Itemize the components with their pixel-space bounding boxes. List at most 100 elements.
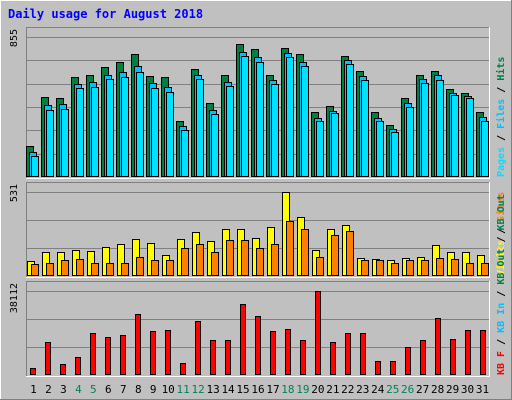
bar-pages	[436, 80, 444, 177]
bar-kb-f	[120, 335, 126, 375]
bar-pages	[271, 84, 279, 177]
bar-sites	[76, 259, 84, 276]
bar-kb-f	[450, 339, 456, 375]
bar-pages	[316, 121, 324, 177]
bar-kb-f	[390, 361, 396, 375]
legend-entry: KB F	[496, 351, 507, 375]
x-tick-label: 27	[416, 383, 429, 396]
bar-pages	[346, 64, 354, 177]
x-tick-label: 11	[177, 383, 190, 396]
bar-sites	[181, 248, 189, 276]
x-tick-label: 13	[206, 383, 219, 396]
bar-pages	[286, 57, 294, 177]
bar-sites	[31, 264, 39, 276]
bar-sites	[271, 244, 279, 276]
bar-kb-f	[420, 340, 426, 375]
bar-sites	[121, 263, 129, 276]
y-max-label: 38112	[9, 283, 20, 313]
x-tick-label: 24	[371, 383, 385, 396]
bar-sites	[466, 263, 474, 276]
bar-pages	[391, 132, 399, 177]
x-tick-label: 14	[221, 383, 235, 396]
bars-hits-files-pages	[26, 44, 489, 177]
bar-pages	[76, 88, 84, 177]
bar-sites	[106, 263, 114, 276]
x-tick-label: 4	[75, 383, 82, 396]
x-tick-label: 9	[150, 383, 157, 396]
legend-entry: /	[496, 333, 507, 351]
bar-sites	[256, 248, 264, 276]
bars-kbytes	[30, 291, 486, 375]
x-tick-label: 8	[135, 383, 142, 396]
bar-kb-f	[210, 340, 216, 375]
x-tick-label: 12	[192, 383, 205, 396]
bar-sites	[241, 240, 249, 276]
bar-sites	[346, 231, 354, 276]
bar-kb-f	[150, 331, 156, 375]
x-tick-label: 17	[266, 383, 279, 396]
bar-sites	[46, 263, 54, 276]
panel-kbytes: 38112 KB F / KB In / KB Out / KB Out	[9, 194, 507, 377]
bar-sites	[136, 257, 144, 276]
y-max-label: 531	[9, 184, 20, 202]
legend-entry: Visits	[495, 240, 507, 276]
x-tick-label: 5	[90, 383, 97, 396]
bar-kb-f	[330, 342, 336, 375]
panel-visits-sites: 531 Visits / Sites	[9, 182, 507, 278]
bar-kb-f	[360, 333, 366, 375]
bar-sites	[436, 258, 444, 276]
x-tick-label: 15	[236, 383, 249, 396]
x-tick-label: 23	[356, 383, 369, 396]
legend-entry: /	[496, 222, 507, 240]
x-tick-label: 22	[341, 383, 354, 396]
bar-kb-f	[465, 330, 471, 375]
bar-kb-f	[135, 314, 141, 375]
bar-kb-f	[165, 330, 171, 375]
bar-kb-f	[195, 321, 201, 375]
panel-hits-files-pages: 855 Pages / Files / Hits	[9, 27, 507, 179]
bar-kb-f	[285, 329, 291, 375]
bar-pages	[91, 87, 99, 177]
x-tick-label: 30	[461, 383, 474, 396]
bar-kb-f	[300, 340, 306, 375]
x-tick-label: 21	[326, 383, 339, 396]
bar-kb-f	[270, 331, 276, 375]
bar-pages	[241, 56, 249, 177]
x-tick-label: 7	[120, 383, 127, 396]
x-tick-label: 28	[431, 383, 444, 396]
bar-kb-f	[435, 318, 441, 375]
bar-sites	[376, 260, 384, 276]
bar-pages	[151, 88, 159, 177]
bar-sites	[196, 244, 204, 276]
legend: Visits / Sites	[495, 192, 507, 276]
bar-sites	[286, 221, 294, 276]
bar-sites	[166, 260, 174, 276]
legend-entry: Hits	[495, 57, 507, 81]
legend-entry: /	[496, 81, 507, 99]
bar-pages	[181, 130, 189, 177]
bar-pages	[196, 79, 204, 177]
y-max-label: 855	[9, 29, 20, 47]
x-tick-label: 25	[386, 383, 399, 396]
bar-pages	[421, 83, 429, 177]
bar-pages	[466, 98, 474, 177]
bar-pages	[406, 107, 414, 177]
bar-pages	[106, 79, 114, 177]
x-tick-label: 1	[30, 383, 37, 396]
bar-pages	[121, 77, 129, 177]
bar-sites	[331, 235, 339, 276]
bar-pages	[136, 72, 144, 177]
bars-visits-sites	[27, 192, 489, 276]
x-tick-label: 16	[251, 383, 264, 396]
legend-entry: /	[496, 285, 507, 303]
bar-pages	[166, 92, 174, 177]
bar-kb-f	[480, 330, 486, 375]
bar-pages	[211, 114, 219, 177]
bar-sites	[421, 260, 429, 276]
x-tick-label: 3	[60, 383, 67, 396]
x-tick-label: 20	[311, 383, 324, 396]
x-tick-label: 31	[476, 383, 489, 396]
chart-title: Daily usage for August 2018	[8, 7, 203, 21]
chart-panels: 855 Pages / Files / Hits 531 Visits / Sites…	[9, 27, 507, 377]
